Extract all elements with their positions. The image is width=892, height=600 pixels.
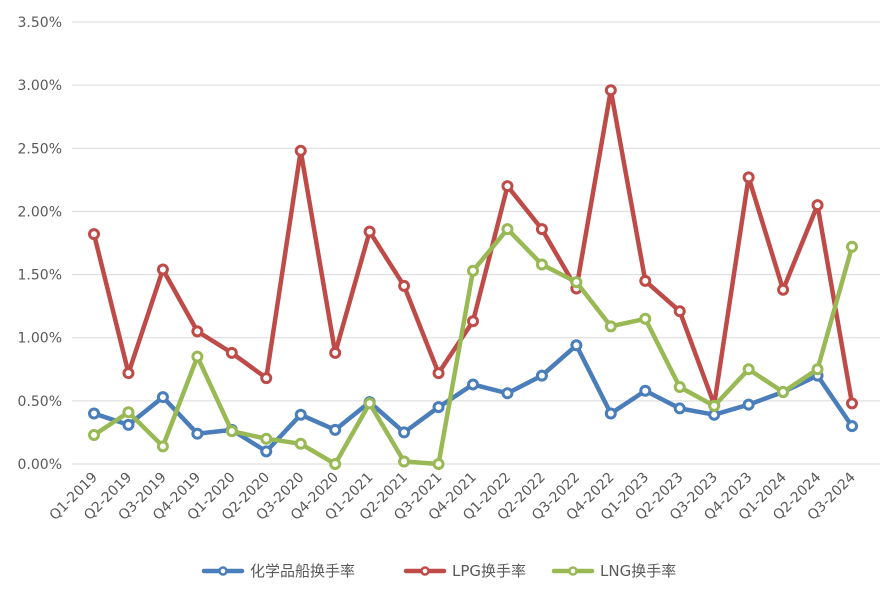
data-point bbox=[742, 171, 755, 184]
data-point bbox=[156, 263, 169, 276]
legend-item: LPG换手率 bbox=[403, 562, 526, 580]
data-point bbox=[225, 425, 238, 438]
data-point bbox=[329, 423, 342, 436]
data-point bbox=[432, 401, 445, 414]
data-point bbox=[260, 372, 273, 385]
data-point bbox=[604, 84, 617, 97]
data-point bbox=[329, 346, 342, 359]
data-point bbox=[156, 391, 169, 404]
series-line bbox=[91, 87, 855, 407]
gridlines bbox=[72, 21, 880, 465]
data-point bbox=[122, 406, 135, 419]
data-point bbox=[570, 276, 583, 289]
data-point bbox=[467, 264, 479, 277]
data-point bbox=[398, 279, 411, 292]
data-point bbox=[191, 325, 204, 338]
data-point bbox=[742, 398, 755, 411]
y-tick-label: 0.50% bbox=[18, 394, 62, 410]
data-point bbox=[846, 420, 858, 433]
data-point bbox=[673, 305, 686, 318]
data-point bbox=[363, 225, 376, 238]
data-point bbox=[294, 144, 307, 157]
data-point bbox=[88, 407, 100, 420]
data-point bbox=[294, 437, 307, 450]
data-point bbox=[260, 445, 273, 458]
data-point bbox=[467, 378, 479, 391]
data-point bbox=[398, 455, 411, 468]
data-point bbox=[708, 399, 721, 412]
data-point bbox=[225, 346, 238, 359]
data-point bbox=[777, 283, 790, 296]
data-point bbox=[191, 350, 204, 363]
legend-item: LNG换手率 bbox=[551, 562, 676, 580]
legend-marker bbox=[218, 566, 228, 576]
data-point bbox=[467, 315, 479, 328]
data-point bbox=[742, 363, 755, 376]
legend-marker bbox=[568, 566, 578, 576]
data-point bbox=[639, 384, 652, 397]
data-point bbox=[88, 228, 100, 241]
series-line bbox=[91, 343, 855, 454]
series-layer bbox=[88, 84, 858, 470]
series-group bbox=[88, 339, 858, 458]
data-point bbox=[811, 199, 824, 212]
data-point bbox=[88, 428, 100, 441]
x-axis-ticks: Q1-2019Q2-2019Q3-2019Q4-2019Q1-2020Q2-20… bbox=[47, 469, 859, 523]
y-axis-ticks: 0.00% 0.50% 1.00% 1.50% 2.00% 2.50% 3.00% 3.50% bbox=[18, 15, 62, 473]
data-point bbox=[846, 240, 858, 253]
data-point bbox=[432, 367, 445, 380]
data-point bbox=[535, 369, 548, 382]
y-tick-label: 1.00% bbox=[18, 331, 62, 347]
y-tick-label: 3.00% bbox=[18, 78, 62, 94]
data-point bbox=[260, 432, 273, 445]
data-point bbox=[811, 363, 824, 376]
data-point bbox=[570, 339, 583, 352]
y-tick-label: 2.50% bbox=[18, 141, 62, 157]
data-point bbox=[329, 458, 342, 470]
legend-marker bbox=[420, 566, 430, 576]
legend-label: LNG换手率 bbox=[600, 562, 676, 580]
legend-label: LPG换手率 bbox=[452, 562, 526, 580]
data-point bbox=[501, 223, 514, 236]
data-point bbox=[122, 367, 135, 380]
data-point bbox=[639, 274, 652, 287]
y-tick-label: 0.00% bbox=[18, 457, 62, 473]
data-point bbox=[501, 180, 514, 193]
y-tick-label: 3.50% bbox=[18, 15, 62, 31]
series-line bbox=[91, 226, 855, 467]
series-group bbox=[88, 84, 858, 411]
data-point bbox=[846, 397, 858, 410]
data-point bbox=[777, 386, 790, 399]
data-point bbox=[156, 440, 169, 453]
data-point bbox=[673, 380, 686, 393]
data-point bbox=[673, 402, 686, 415]
data-point bbox=[122, 418, 135, 431]
y-tick-label: 2.00% bbox=[18, 204, 62, 220]
data-point bbox=[604, 407, 617, 420]
y-tick-label: 1.50% bbox=[18, 268, 62, 284]
data-point bbox=[604, 320, 617, 333]
legend-label: 化学品船换手率 bbox=[250, 562, 355, 580]
data-point bbox=[398, 426, 411, 439]
legend: 化学品船换手率 LPG换手率 LNG换手率 bbox=[201, 562, 676, 580]
data-point bbox=[535, 258, 548, 271]
data-point bbox=[294, 408, 307, 421]
data-point bbox=[432, 458, 445, 470]
legend-item: 化学品船换手率 bbox=[201, 562, 355, 580]
data-point bbox=[191, 427, 204, 440]
data-point bbox=[639, 312, 652, 325]
series-group bbox=[88, 223, 858, 470]
data-point bbox=[535, 223, 548, 236]
data-point bbox=[363, 397, 376, 410]
data-point bbox=[501, 387, 514, 400]
